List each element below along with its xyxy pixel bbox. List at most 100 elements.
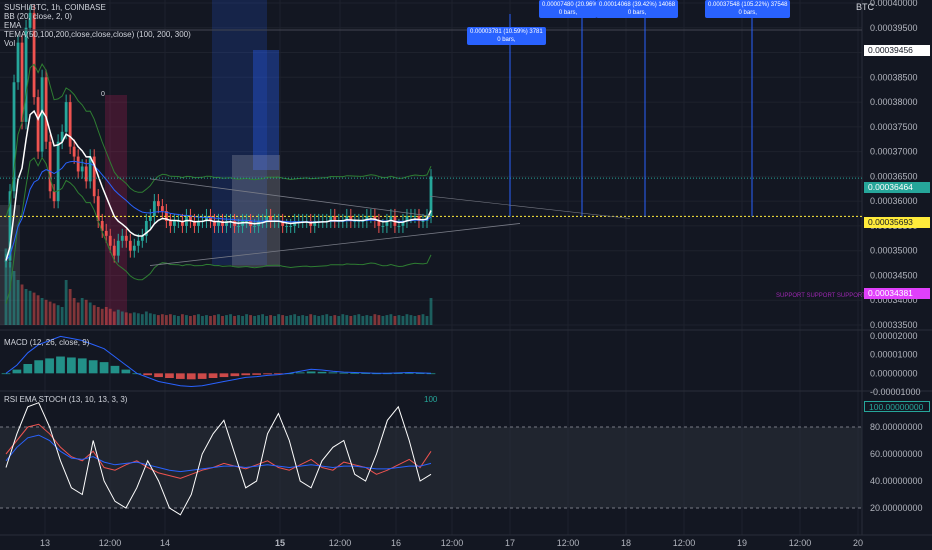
- volume-bar: [16, 280, 20, 325]
- volume-bar: [261, 314, 265, 325]
- volume-bar: [357, 314, 361, 325]
- volume-bar: [225, 315, 228, 325]
- volume-bar: [417, 315, 421, 325]
- volume-bar: [393, 316, 397, 325]
- price-tick-label: 0.00035000: [870, 246, 918, 256]
- symbol-legend[interactable]: SUSHI/BTC, 1h, COINBASE: [4, 3, 106, 12]
- volume-bar: [160, 314, 164, 325]
- candle-body: [168, 220, 172, 226]
- rsi-ema-line: [5, 434, 432, 473]
- rsi-tick-label: 40.00000000: [870, 476, 923, 486]
- measure-callout[interactable]: 0.00003781 (10.59%) 3781 0 bars,: [467, 27, 546, 45]
- macd-histogram-bar: [241, 373, 251, 376]
- volume-bar: [381, 316, 385, 325]
- candle-body: [413, 216, 417, 218]
- candle-body: [140, 235, 144, 241]
- time-tick-label: 12:00: [557, 538, 580, 548]
- rsi-legend[interactable]: RSI EMA STOCH (13, 10, 13, 3, 3): [4, 395, 128, 404]
- bb-legend[interactable]: BB (20, close, 2, 0): [4, 12, 73, 21]
- volume-bar: [36, 295, 40, 325]
- macd-histogram-bar: [56, 356, 65, 374]
- measure-callout[interactable]: 0.00007480 (20.96%) 7480 0 bars,: [539, 0, 597, 18]
- volume-bar: [193, 315, 196, 325]
- tema-legend[interactable]: TEMA(50,100,200,close,close,close) (100,…: [4, 30, 191, 39]
- candle-body: [181, 220, 184, 226]
- candle-body: [112, 245, 116, 256]
- candle-body: [313, 220, 317, 226]
- trend-line: [149, 178, 431, 217]
- time-tick-label: 17: [505, 538, 515, 548]
- candle-body: [281, 220, 285, 226]
- volume-bar: [409, 315, 413, 325]
- rsi-tick-label: 20.00000000: [870, 503, 923, 513]
- volume-bar: [245, 314, 248, 325]
- volume-bar: [44, 299, 48, 325]
- rsi-tag: 100.00000000: [864, 401, 930, 412]
- callout-value: 0.00003781 (10.59%) 3781: [470, 29, 543, 35]
- macd-histogram-bar: [88, 360, 98, 374]
- candle-body: [225, 220, 228, 226]
- candle-body: [48, 141, 52, 192]
- volume-bar: [28, 290, 32, 325]
- macd-histogram-bar: [23, 364, 33, 374]
- volume-bar: [56, 305, 60, 325]
- candle-body: [253, 225, 256, 227]
- measure-callout[interactable]: 0.00014068 (39.42%) 14068 0 bars,: [596, 0, 679, 18]
- macd-legend[interactable]: MACD (12, 26, close, 9): [4, 338, 90, 347]
- volume-bar: [401, 316, 405, 325]
- macd-histogram-bar: [77, 358, 87, 374]
- highlight-zone: [105, 95, 127, 325]
- callout-bars: 0 bars,: [627, 10, 647, 16]
- candle-body: [217, 220, 220, 226]
- volume-bar: [189, 316, 192, 325]
- macd-histogram-bar: [121, 369, 131, 374]
- currency-label: BTC: [856, 2, 874, 12]
- volume-bar: [321, 315, 325, 325]
- candle-body: [80, 166, 84, 172]
- macd-histogram-bar: [143, 373, 153, 376]
- candle-body: [289, 225, 293, 227]
- candle-body: [84, 166, 88, 182]
- candle-body: [361, 220, 365, 222]
- candle-body: [397, 225, 401, 227]
- volume-bar: [116, 309, 120, 325]
- candle-body: [237, 225, 240, 227]
- candle-body: [116, 240, 120, 256]
- candle-body: [333, 216, 337, 221]
- volume-bar: [429, 298, 433, 325]
- candle-body: [385, 220, 389, 226]
- volume-bar: [164, 315, 168, 325]
- rsi-tick-label: 80.00000000: [870, 422, 923, 432]
- volume-bar: [397, 315, 401, 325]
- price-tick-label: 0.00037000: [870, 147, 918, 157]
- macd-histogram-bar: [186, 373, 196, 380]
- candle-body: [365, 216, 369, 221]
- volume-bar: [365, 315, 369, 325]
- highlight-zone: [232, 155, 280, 267]
- vol-legend[interactable]: Vol: [4, 39, 16, 48]
- candle-body: [369, 216, 373, 218]
- ema-line: [5, 109, 432, 261]
- price-tick-label: 0.00036000: [870, 196, 918, 206]
- macd-histogram-bar: [415, 373, 425, 374]
- bb-upper-line: [5, 62, 432, 218]
- macd-histogram-bar: [67, 357, 76, 374]
- callout-value: 0.00007480 (20.96%) 7480: [542, 2, 597, 8]
- candle-body: [389, 216, 393, 221]
- volume-bar: [12, 271, 16, 325]
- ema-legend[interactable]: EMA: [4, 21, 22, 30]
- candle-body: [64, 102, 68, 132]
- volume-bar: [140, 314, 144, 325]
- volume-bar: [349, 316, 353, 325]
- candle-body: [265, 216, 269, 221]
- measure-callout[interactable]: 0.00037548 (105.22%) 37548 0 bars,: [705, 0, 791, 18]
- candle-body: [409, 216, 413, 218]
- candle-body: [132, 245, 136, 251]
- volume-bar: [124, 312, 128, 325]
- price-tick-label: 0.00034000: [870, 295, 918, 305]
- macd-histogram-bar: [45, 358, 54, 374]
- candle-body: [20, 42, 24, 122]
- volume-bar: [76, 302, 80, 325]
- price-tick-label: 0.00039500: [870, 23, 918, 33]
